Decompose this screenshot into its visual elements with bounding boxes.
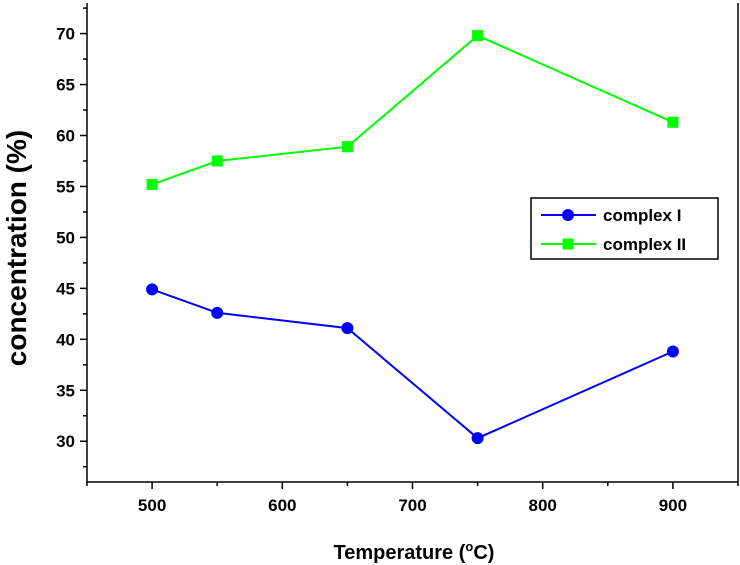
series-line-1 (151, 288, 674, 440)
data-point (472, 30, 484, 42)
x-tick-label: 800 (529, 496, 557, 515)
y-tick-label: 55 (56, 177, 75, 196)
y-tick-label: 35 (56, 381, 75, 400)
legend-marker (562, 238, 574, 250)
data-point (667, 116, 679, 128)
y-axis-title: concentration (%) (1, 130, 32, 366)
data-point (211, 155, 223, 167)
data-point (341, 322, 354, 335)
data-point (471, 432, 484, 445)
data-point (146, 178, 158, 190)
y-tick-label: 45 (56, 279, 75, 298)
y-tick-label: 70 (56, 25, 75, 44)
legend: complex I complex II (530, 197, 719, 260)
series-line-2 (151, 34, 674, 186)
x-axis: 500 600 700 800 900 (86, 482, 739, 515)
legend-marker (562, 209, 574, 221)
x-tick-label: 600 (268, 496, 296, 515)
legend-label: complex I (603, 206, 681, 225)
y-tick-label: 65 (56, 76, 75, 95)
data-point (666, 345, 679, 358)
y-tick-label: 30 (56, 432, 75, 451)
y-axis: 30 35 40 45 50 55 60 65 70 (56, 7, 87, 468)
data-point (211, 306, 224, 319)
plot-area (146, 30, 679, 445)
x-tick-label: 900 (659, 496, 687, 515)
x-tick-label: 500 (138, 496, 166, 515)
x-tick-label: 700 (398, 496, 426, 515)
y-tick-label: 40 (56, 330, 75, 349)
legend-box (530, 197, 719, 260)
data-point (146, 283, 159, 296)
y-tick-label: 50 (56, 228, 75, 247)
legend-label: complex II (603, 235, 686, 254)
data-point (341, 141, 353, 153)
x-axis-title: Temperature (oC) (334, 539, 495, 564)
y-tick-label: 60 (56, 126, 75, 145)
